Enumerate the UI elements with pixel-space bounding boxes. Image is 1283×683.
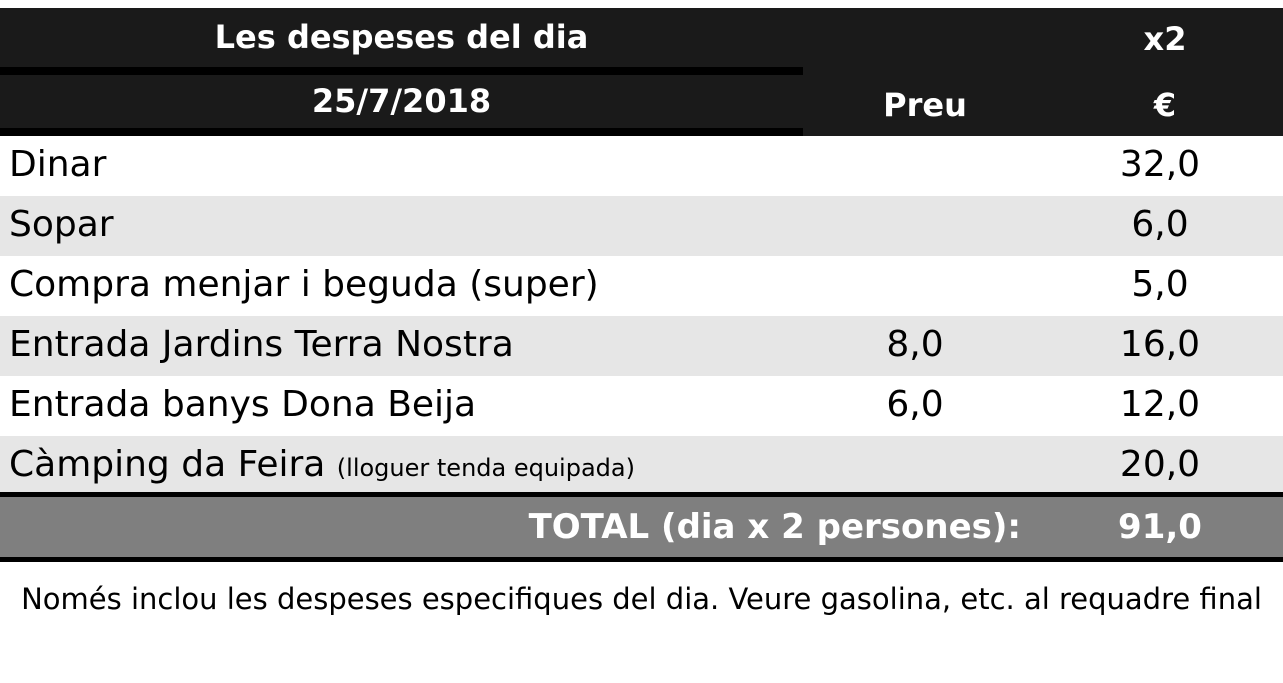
column-header-preu: Preu bbox=[883, 86, 967, 124]
table-row: Càmping da Feira (lloguer tenda equipada… bbox=[0, 436, 1283, 496]
footnote: Només inclou les despeses especifiques d… bbox=[21, 582, 1262, 616]
header-divider bbox=[0, 67, 803, 75]
header-bottom-border bbox=[0, 128, 803, 136]
row-x2: 5,0 bbox=[1131, 264, 1189, 305]
row-x2: 6,0 bbox=[1131, 204, 1189, 245]
column-header-currency: € bbox=[1153, 86, 1177, 124]
table-row: Dinar 32,0 bbox=[0, 136, 1283, 196]
row-label: Compra menjar i beguda (super) bbox=[9, 264, 599, 305]
row-note: (lloguer tenda equipada) bbox=[336, 454, 635, 482]
row-label-text: Càmping da Feira bbox=[9, 444, 326, 485]
row-preu: 6,0 bbox=[886, 384, 944, 425]
row-x2: 32,0 bbox=[1119, 144, 1201, 185]
table-title: Les despeses del dia bbox=[214, 18, 589, 56]
row-label: Entrada banys Dona Beija bbox=[9, 384, 477, 425]
total-bottom-border bbox=[0, 557, 1283, 562]
row-x2: 16,0 bbox=[1119, 324, 1201, 365]
expense-rows: Dinar 32,0 Sopar 6,0 Compra menjar i beg… bbox=[0, 136, 1283, 496]
row-x2: 20,0 bbox=[1119, 444, 1201, 485]
table-row: Compra menjar i beguda (super) 5,0 bbox=[0, 256, 1283, 316]
row-label: Entrada Jardins Terra Nostra bbox=[9, 324, 514, 365]
column-header-x2: x2 bbox=[1143, 20, 1187, 58]
row-preu: 8,0 bbox=[886, 324, 944, 365]
row-label: Dinar bbox=[9, 144, 107, 185]
total-top-border bbox=[0, 492, 1283, 497]
table-row: Entrada banys Dona Beija 6,0 12,0 bbox=[0, 376, 1283, 436]
table-row: Sopar 6,0 bbox=[0, 196, 1283, 256]
total-row: TOTAL (dia x 2 persones): 91,0 bbox=[0, 497, 1283, 557]
table-date: 25/7/2018 bbox=[311, 82, 492, 120]
table-row: Entrada Jardins Terra Nostra 8,0 16,0 bbox=[0, 316, 1283, 376]
row-x2: 12,0 bbox=[1119, 384, 1201, 425]
row-label: Sopar bbox=[9, 204, 114, 245]
total-value: 91,0 bbox=[1118, 507, 1202, 547]
row-label: Càmping da Feira (lloguer tenda equipada… bbox=[9, 444, 635, 485]
total-label: TOTAL (dia x 2 persones): bbox=[528, 507, 1021, 547]
